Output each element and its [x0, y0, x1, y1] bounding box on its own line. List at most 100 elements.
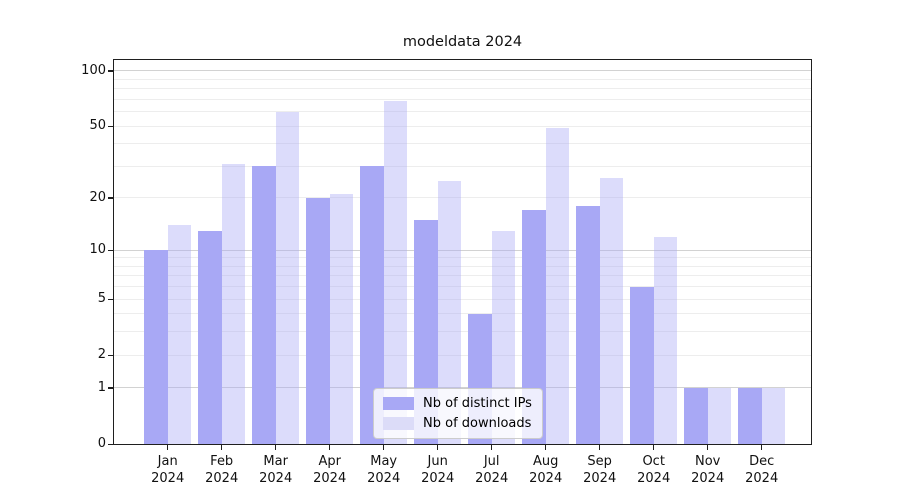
y-tick: [108, 249, 113, 251]
bar-downloads: [761, 387, 785, 444]
x-tick-month: Mar: [263, 454, 288, 469]
y-tick-label: 2: [97, 347, 106, 363]
gridline-minor: [114, 111, 811, 113]
x-tick: [491, 445, 493, 450]
gridline-minor: [114, 298, 811, 300]
gridline-minor: [114, 275, 811, 277]
x-tick: [545, 445, 547, 450]
x-tick-month: Sep: [587, 454, 612, 469]
y-tick-label: 20: [89, 189, 106, 205]
y-tick: [108, 70, 113, 72]
x-tick: [275, 445, 277, 450]
x-tick: [383, 445, 385, 450]
x-tick-label: Dec 2024: [732, 453, 792, 487]
x-tick-year: 2024: [367, 471, 401, 486]
x-tick-label: Jan 2024: [138, 453, 198, 487]
gridline-major: [114, 249, 811, 251]
plot-area: Nb of distinct IPs Nb of downloads: [113, 59, 812, 445]
x-tick: [329, 445, 331, 450]
y-tick-label: 100: [81, 62, 106, 78]
x-tick-label: May 2024: [354, 453, 414, 487]
x-tick: [653, 445, 655, 450]
x-tick-year: 2024: [205, 471, 239, 486]
legend-label: Nb of distinct IPs: [423, 396, 532, 411]
gridline-minor: [114, 197, 811, 199]
gridline-minor: [114, 265, 811, 267]
x-tick-year: 2024: [691, 471, 725, 486]
bar-distinct-ips: [738, 387, 762, 444]
x-tick: [761, 445, 763, 450]
legend-label: Nb of downloads: [423, 416, 532, 431]
x-tick-year: 2024: [259, 471, 293, 486]
x-tick-label: Mar 2024: [246, 453, 306, 487]
y-tick: [108, 197, 113, 199]
gridline-major: [114, 70, 811, 72]
x-tick-month: Apr: [318, 454, 341, 469]
x-tick-label: Sep 2024: [570, 453, 630, 487]
bar-downloads: [329, 194, 353, 444]
x-tick-month: Oct: [642, 454, 665, 469]
x-tick-label: Apr 2024: [300, 453, 360, 487]
x-tick-year: 2024: [313, 471, 347, 486]
gridline-minor: [114, 257, 811, 259]
bar-downloads: [437, 180, 461, 444]
y-tick: [108, 354, 113, 356]
x-tick-year: 2024: [745, 471, 779, 486]
gridline-minor: [114, 354, 811, 356]
y-tick-label: 1: [97, 379, 106, 395]
gridline-minor: [114, 143, 811, 145]
x-tick-year: 2024: [529, 471, 563, 486]
x-tick-month: Jul: [483, 454, 500, 469]
bar-downloads: [599, 177, 623, 444]
gridline-minor: [114, 286, 811, 288]
plot-inner: [114, 60, 811, 444]
gridline-minor: [114, 98, 811, 100]
x-tick-year: 2024: [475, 471, 509, 486]
bar-downloads: [275, 111, 299, 444]
y-tick: [108, 298, 113, 300]
bar-downloads: [383, 100, 407, 444]
gridline-major: [114, 387, 811, 389]
x-tick-year: 2024: [637, 471, 671, 486]
x-tick-month: Dec: [749, 454, 775, 469]
y-tick-label: 5: [97, 291, 106, 307]
x-tick-month: Nov: [695, 454, 721, 469]
legend-swatch: [383, 417, 414, 430]
bar-downloads: [707, 387, 731, 444]
bar-distinct-ips: [360, 166, 384, 444]
x-tick-month: May: [370, 454, 398, 469]
bar-downloads: [653, 236, 677, 444]
x-tick-year: 2024: [421, 471, 455, 486]
y-tick: [108, 387, 113, 389]
bar-distinct-ips: [522, 210, 546, 444]
bar-distinct-ips: [252, 166, 276, 444]
x-tick: [599, 445, 601, 450]
x-tick-month: Feb: [210, 454, 234, 469]
x-tick-year: 2024: [583, 471, 617, 486]
bar-distinct-ips: [198, 230, 222, 444]
bar-distinct-ips: [684, 387, 708, 444]
x-tick-label: Feb 2024: [192, 453, 252, 487]
x-tick: [437, 445, 439, 450]
y-tick-label: 50: [89, 118, 106, 134]
chart-title: modeldata 2024: [402, 34, 523, 50]
y-tick: [108, 443, 113, 445]
gridline-minor: [114, 88, 811, 90]
x-tick-year: 2024: [151, 471, 185, 486]
bar-distinct-ips: [414, 219, 438, 444]
x-tick: [221, 445, 223, 450]
x-tick-month: Jan: [157, 454, 178, 469]
bar-distinct-ips: [144, 250, 168, 444]
legend-item: Nb of downloads: [383, 416, 532, 431]
y-tick: [108, 125, 113, 127]
bar-distinct-ips: [306, 197, 330, 444]
legend: Nb of distinct IPs Nb of downloads: [373, 388, 543, 439]
gridline-minor: [114, 331, 811, 333]
bar-distinct-ips: [576, 205, 600, 444]
x-tick-label: Nov 2024: [678, 453, 738, 487]
legend-item: Nb of distinct IPs: [383, 396, 532, 411]
bar-downloads: [221, 163, 245, 444]
x-tick-label: Aug 2024: [516, 453, 576, 487]
x-tick-month: Aug: [532, 454, 559, 469]
